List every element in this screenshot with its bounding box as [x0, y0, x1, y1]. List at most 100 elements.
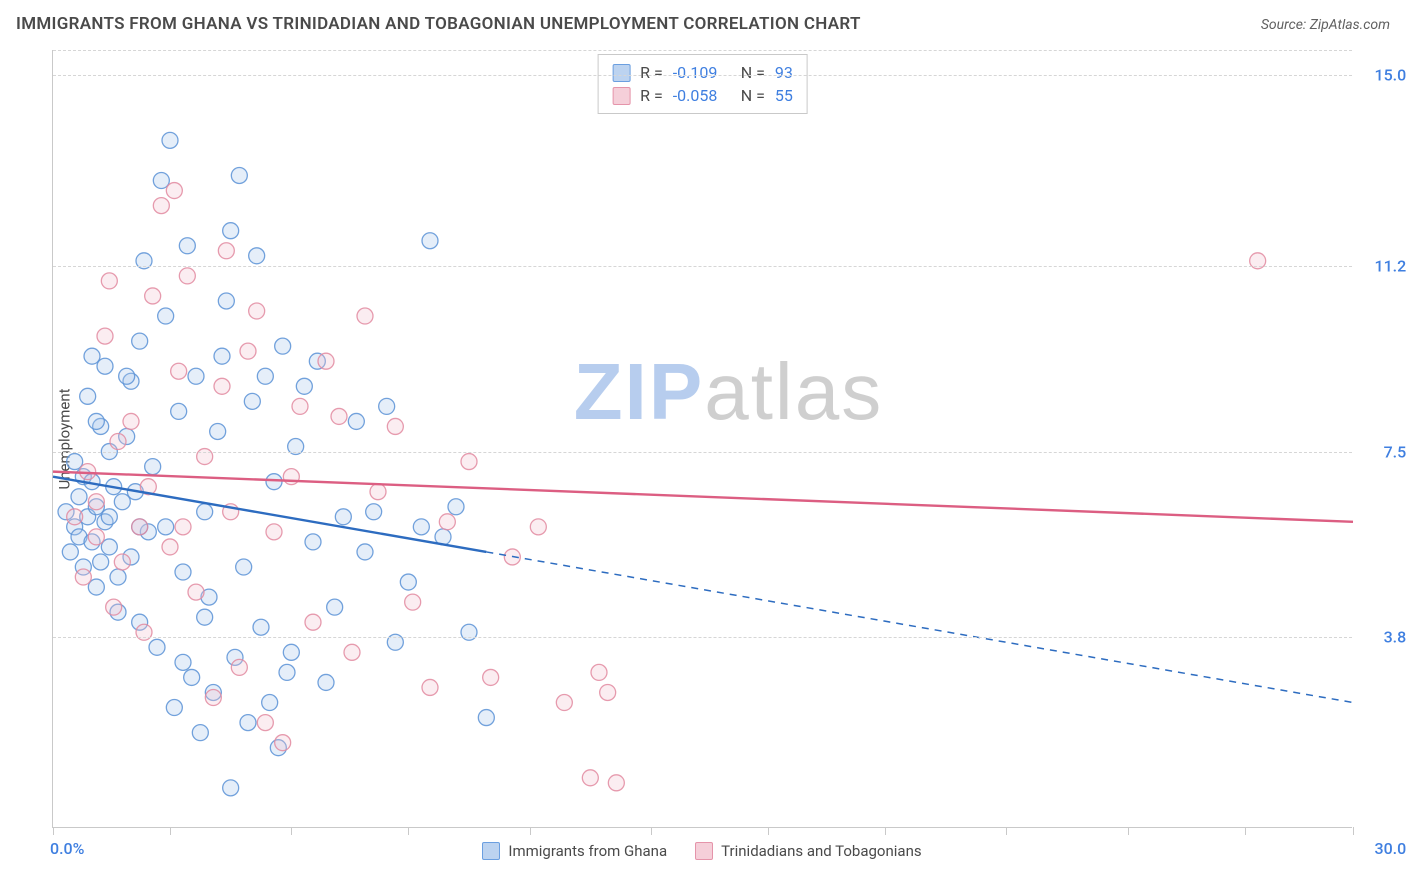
data-point — [283, 469, 299, 485]
data-point — [405, 594, 421, 610]
ytick-label: 15.0% — [1358, 66, 1406, 85]
data-point — [179, 268, 195, 284]
data-point — [179, 238, 195, 254]
data-point — [223, 223, 239, 239]
data-point — [275, 338, 291, 354]
data-point — [149, 639, 165, 655]
data-point — [556, 695, 572, 711]
data-point — [400, 574, 416, 590]
data-point — [305, 614, 321, 630]
data-point — [608, 775, 624, 791]
grid-line — [53, 266, 1352, 267]
xtick-mark — [651, 827, 652, 835]
data-point — [197, 609, 213, 625]
ytick-label: 3.8% — [1358, 628, 1406, 647]
data-point — [240, 715, 256, 731]
data-point — [162, 539, 178, 555]
data-point — [483, 669, 499, 685]
data-point — [218, 293, 234, 309]
swatch-icon — [695, 842, 713, 860]
xtick-mark — [408, 827, 409, 835]
data-point — [101, 273, 117, 289]
data-point — [422, 679, 438, 695]
data-point — [257, 715, 273, 731]
data-point — [145, 288, 161, 304]
data-point — [166, 183, 182, 199]
data-point — [370, 484, 386, 500]
xtick-mark — [1128, 827, 1129, 835]
data-point — [106, 599, 122, 615]
data-point — [582, 770, 598, 786]
data-point — [249, 248, 265, 264]
title-bar: IMMIGRANTS FROM GHANA VS TRINIDADIAN AND… — [16, 14, 1390, 34]
chart-title: IMMIGRANTS FROM GHANA VS TRINIDADIAN AND… — [16, 14, 861, 34]
data-point — [101, 509, 117, 525]
data-point — [387, 418, 403, 434]
data-point — [461, 454, 477, 470]
swatch-icon — [482, 842, 500, 860]
data-point — [305, 534, 321, 550]
data-point — [318, 353, 334, 369]
data-point — [67, 509, 83, 525]
data-point — [600, 684, 616, 700]
data-point — [279, 664, 295, 680]
data-point — [197, 504, 213, 520]
data-point — [119, 368, 135, 384]
data-point — [171, 363, 187, 379]
trend-line — [53, 472, 1353, 522]
source-value: ZipAtlas.com — [1310, 17, 1390, 33]
data-point — [530, 519, 546, 535]
data-point — [62, 544, 78, 560]
series-legend: Immigrants from Ghana Trinidadians and T… — [52, 842, 1352, 860]
data-point — [448, 499, 464, 515]
x-axis-end-label: 30.0% — [1358, 839, 1406, 858]
data-point — [335, 509, 351, 525]
legend-label: Immigrants from Ghana — [508, 842, 667, 860]
data-point — [379, 398, 395, 414]
legend-item: Immigrants from Ghana — [482, 842, 667, 860]
data-point — [214, 348, 230, 364]
data-point — [158, 519, 174, 535]
data-point — [218, 243, 234, 259]
data-point — [114, 554, 130, 570]
ytick-label: 7.5% — [1358, 442, 1406, 461]
data-point — [175, 564, 191, 580]
data-point — [292, 398, 308, 414]
data-point — [205, 689, 221, 705]
scatter-svg — [53, 50, 1353, 828]
data-point — [175, 654, 191, 670]
data-point — [266, 474, 282, 490]
xtick-mark — [885, 827, 886, 835]
data-point — [275, 735, 291, 751]
data-point — [439, 514, 455, 530]
data-point — [327, 599, 343, 615]
data-point — [97, 328, 113, 344]
xtick-mark — [53, 827, 54, 835]
xtick-mark — [1006, 827, 1007, 835]
data-point — [422, 233, 438, 249]
data-point — [366, 504, 382, 520]
data-point — [171, 403, 187, 419]
source-attribution: Source: ZipAtlas.com — [1261, 17, 1390, 33]
data-point — [257, 368, 273, 384]
data-point — [236, 559, 252, 575]
data-point — [184, 669, 200, 685]
xtick-mark — [1353, 827, 1354, 835]
source-label: Source: — [1261, 17, 1306, 33]
trend-line-extrapolated — [486, 552, 1353, 703]
data-point — [240, 343, 256, 359]
data-point — [591, 664, 607, 680]
data-point — [296, 378, 312, 394]
grid-line — [53, 50, 1352, 51]
data-point — [266, 524, 282, 540]
legend-label: Trinidadians and Tobagonians — [721, 842, 921, 860]
data-point — [331, 408, 347, 424]
data-point — [93, 554, 109, 570]
data-point — [318, 674, 334, 690]
data-point — [145, 459, 161, 475]
data-point — [88, 494, 104, 510]
grid-line — [53, 452, 1352, 453]
plot-wrap: Unemployment ZIPatlas R = -0.109 N = 93 … — [52, 50, 1352, 828]
data-point — [249, 303, 265, 319]
xtick-mark — [170, 827, 171, 835]
